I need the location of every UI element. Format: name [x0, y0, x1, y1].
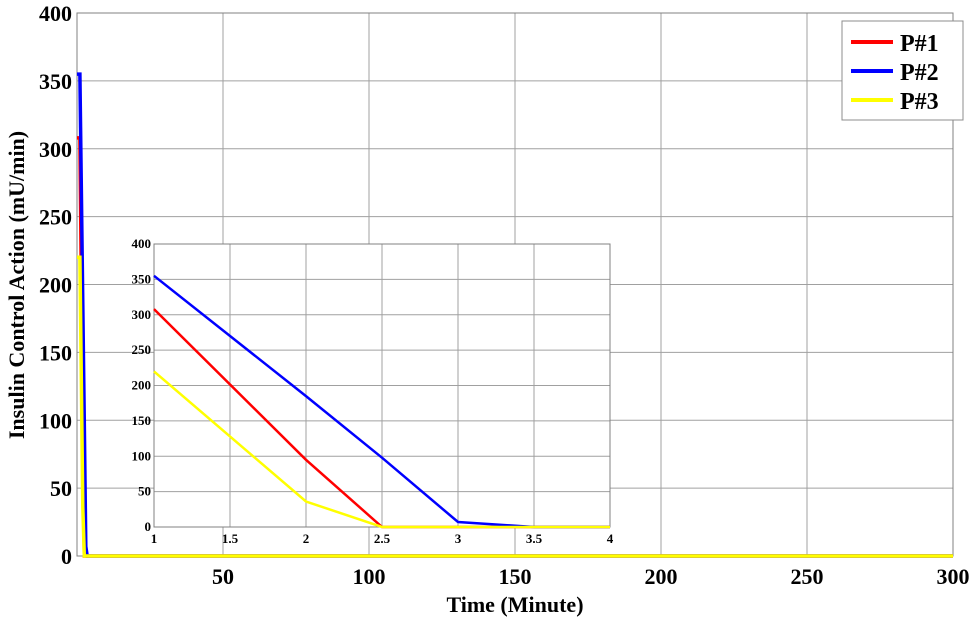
inset-ytick-label: 50 — [138, 484, 151, 499]
main-plot-lines — [77, 72, 953, 558]
inset-ytick-label: 150 — [132, 413, 152, 428]
inset-ytick-label: 300 — [132, 307, 152, 322]
main-ytick-label: 250 — [39, 205, 72, 230]
main-ytick-label: 350 — [39, 69, 72, 94]
legend: P#1 P#2 P#3 — [841, 20, 964, 121]
inset-ytick-label: 250 — [132, 342, 152, 357]
inset-ytick-label: 0 — [145, 519, 152, 534]
main-ytick-label: 300 — [39, 137, 72, 162]
main-xtick-label: 50 — [212, 564, 234, 589]
main-xtick-label: 200 — [645, 564, 678, 589]
legend-label: P#1 — [900, 31, 939, 57]
main-ytick-label: 0 — [61, 544, 72, 569]
inset-xtick-label: 1 — [151, 531, 158, 546]
inset-ytick-label: 100 — [132, 448, 152, 463]
main-xtick-label: 100 — [353, 564, 386, 589]
main-ytick-label: 100 — [39, 408, 72, 433]
legend-label: P#3 — [900, 89, 939, 115]
inset-xtick-label: 3 — [455, 531, 462, 546]
inset-plot-lines — [153, 274, 610, 529]
inset-ytick-label: 200 — [132, 378, 152, 393]
inset-xtick-label: 1.5 — [222, 531, 239, 546]
main-ytick-label: 50 — [50, 476, 72, 501]
main-xtick-label: 250 — [791, 564, 824, 589]
inset-xtick-label: 3.5 — [526, 531, 543, 546]
main-series-P3 — [77, 255, 953, 558]
inset-xtick-label: 2 — [303, 531, 310, 546]
main-ytick-label: 150 — [39, 340, 72, 365]
inset-xtick-label: 2.5 — [374, 531, 391, 546]
main-xtick-label: 300 — [937, 564, 970, 589]
inset-xtick-label: 4 — [607, 531, 614, 546]
main-xtick-label: 150 — [499, 564, 532, 589]
x-axis-label: Time (Minute) — [446, 592, 583, 617]
inset-zoom-plot: 1 1.5 2 2.5 3 3.5 4 0 50 100 150 200 250 300 350 400 — [132, 236, 614, 546]
inset-ytick-label: 400 — [132, 236, 152, 251]
y-axis-label: Insulin Control Action (mU/min) — [4, 131, 29, 439]
inset-ytick-label: 350 — [132, 271, 152, 286]
inset-tick-labels: 1 1.5 2 2.5 3 3.5 4 0 50 100 150 200 250 300 350 400 — [132, 236, 614, 546]
inset-series-P3 — [153, 370, 610, 529]
main-ytick-label: 400 — [39, 1, 72, 26]
main-tick-labels: 50 100 150 200 250 30005010015020025030035040… — [39, 1, 970, 589]
legend-label: P#2 — [900, 60, 939, 86]
main-ytick-label: 200 — [39, 273, 72, 298]
